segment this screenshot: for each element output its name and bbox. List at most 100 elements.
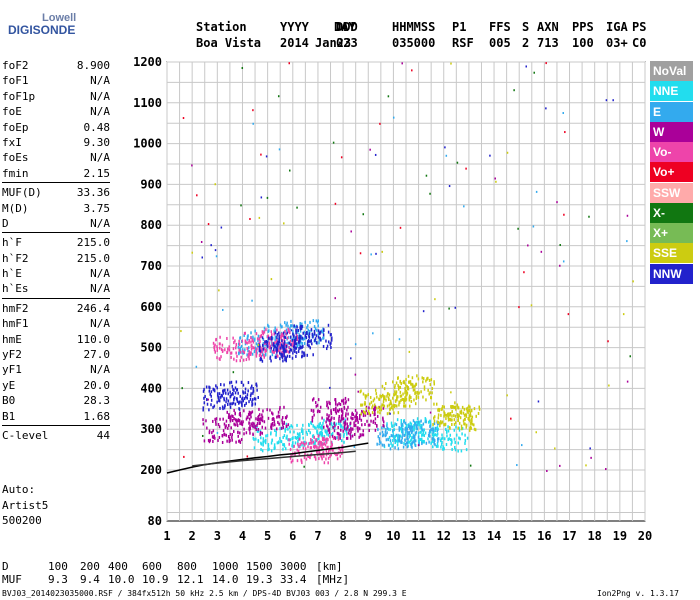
echo-point bbox=[277, 348, 280, 352]
echo-point bbox=[270, 425, 272, 429]
echo-point bbox=[279, 351, 281, 355]
noise-point bbox=[277, 95, 280, 98]
muf-value: 12.1 bbox=[177, 573, 204, 586]
echo-point bbox=[236, 424, 239, 428]
echo-point bbox=[427, 376, 429, 380]
echo-point bbox=[351, 434, 354, 438]
echo-point bbox=[337, 425, 339, 429]
echo-point bbox=[408, 432, 410, 436]
echo-point bbox=[381, 430, 384, 434]
echo-point bbox=[404, 398, 407, 402]
echo-point bbox=[227, 399, 230, 403]
noise-point bbox=[214, 249, 217, 252]
echo-point bbox=[264, 441, 267, 445]
d-value: 3000 bbox=[280, 560, 307, 573]
echo-point bbox=[285, 356, 288, 360]
param-row: MUF(D) 33.36 bbox=[2, 185, 110, 200]
echo-point bbox=[306, 330, 308, 334]
echo-point bbox=[247, 389, 249, 393]
echo-point bbox=[354, 423, 357, 427]
echo-point bbox=[281, 421, 284, 425]
echo-point bbox=[304, 334, 306, 338]
echo-point bbox=[261, 413, 263, 417]
echo-point bbox=[395, 404, 398, 408]
echo-point bbox=[315, 444, 317, 448]
echo-point bbox=[223, 406, 226, 410]
echo-point bbox=[295, 331, 297, 335]
echo-point bbox=[234, 412, 236, 416]
noise-point bbox=[425, 174, 428, 177]
echo-point bbox=[436, 437, 439, 441]
echo-point bbox=[351, 427, 354, 431]
echo-point bbox=[347, 412, 349, 416]
echo-point bbox=[347, 425, 349, 429]
echo-point bbox=[373, 403, 376, 407]
y-tick-label: 500 bbox=[140, 341, 162, 355]
echo-point bbox=[444, 437, 446, 441]
echo-point bbox=[433, 429, 435, 433]
echo-point bbox=[260, 442, 263, 446]
echo-point bbox=[388, 393, 391, 397]
echo-point bbox=[341, 399, 343, 403]
autoscaling-line3: 500200 bbox=[2, 514, 42, 527]
echo-point bbox=[313, 435, 315, 439]
echo-point bbox=[378, 437, 381, 441]
echo-point bbox=[360, 412, 362, 416]
y-tick-label: 1100 bbox=[133, 96, 162, 110]
echo-point bbox=[270, 449, 273, 453]
echo-point bbox=[406, 435, 409, 439]
echo-point bbox=[250, 422, 252, 426]
echo-point bbox=[322, 442, 325, 446]
param-value: 110.0 bbox=[76, 332, 110, 346]
echo-point bbox=[471, 415, 474, 419]
echo-point bbox=[297, 335, 300, 339]
noise-point bbox=[191, 164, 193, 167]
echo-point bbox=[430, 378, 433, 382]
noise-point bbox=[350, 230, 352, 233]
echo-point bbox=[254, 337, 256, 341]
echo-point bbox=[370, 419, 372, 423]
echo-point bbox=[300, 336, 303, 340]
y-tick-label: 600 bbox=[140, 300, 162, 314]
echo-point bbox=[463, 422, 465, 426]
header-label-7: S bbox=[522, 20, 530, 34]
echo-point bbox=[401, 440, 403, 444]
x-tick-label: 18 bbox=[587, 529, 601, 543]
echo-point bbox=[415, 427, 418, 431]
echo-point bbox=[407, 374, 410, 378]
echo-point bbox=[379, 411, 381, 415]
echo-point bbox=[437, 437, 440, 441]
echo-point bbox=[372, 420, 374, 424]
echo-point bbox=[331, 431, 334, 435]
logo-product: DIGISONDE bbox=[8, 23, 76, 37]
echo-point bbox=[238, 400, 240, 404]
echo-point bbox=[249, 431, 251, 435]
echo-point bbox=[291, 343, 293, 347]
echo-point bbox=[329, 445, 332, 449]
param-name: D bbox=[2, 216, 9, 230]
echo-point bbox=[425, 441, 428, 445]
echo-point bbox=[402, 398, 405, 402]
echo-point bbox=[233, 429, 235, 433]
echo-point bbox=[247, 355, 249, 359]
noise-point bbox=[527, 244, 529, 247]
echo-point bbox=[464, 439, 467, 443]
echo-point bbox=[457, 426, 459, 430]
echo-point bbox=[317, 324, 319, 328]
echo-point bbox=[323, 418, 325, 422]
echo-point bbox=[421, 376, 424, 380]
echo-point bbox=[384, 430, 387, 434]
echo-point bbox=[253, 397, 256, 401]
echo-point bbox=[461, 427, 464, 431]
echo-point bbox=[245, 358, 248, 362]
param-value: 9.30 bbox=[83, 135, 111, 149]
echo-point bbox=[294, 325, 297, 329]
echo-point bbox=[251, 352, 254, 356]
param-value: N/A bbox=[90, 267, 110, 281]
echo-point bbox=[399, 390, 402, 394]
echo-point bbox=[335, 406, 337, 410]
echo-point bbox=[362, 433, 365, 437]
header-value-8: 713 bbox=[537, 36, 559, 50]
echo-point bbox=[263, 420, 266, 424]
echo-point bbox=[433, 380, 435, 384]
